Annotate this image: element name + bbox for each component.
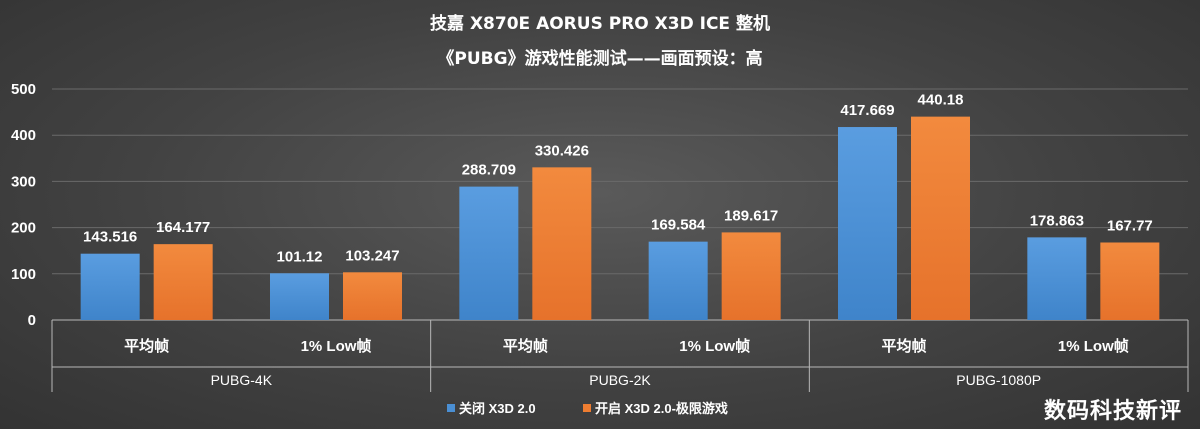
x-axis: 平均帧 1% Low帧 平均帧 1% Low帧 平均帧 1% Low帧 PUBG-4K PUB… <box>51 320 1189 392</box>
data-label: 143.516 <box>83 229 137 246</box>
bars <box>80 116 1160 320</box>
y-axis: 0 100 200 300 400 500 <box>11 81 36 329</box>
data-label: 288.709 <box>462 162 516 179</box>
x-tick-label: 1% Low帧 <box>301 338 372 355</box>
legend-entry: 开启 X3D 2.0-极限游戏 <box>595 401 728 416</box>
x-tick-label: 平均帧 <box>503 337 548 355</box>
data-labels: 143.516 101.12 288.709 169.584 417.669 178.86… <box>83 92 1153 266</box>
y-tick-label: 300 <box>11 173 36 190</box>
bar <box>459 186 519 320</box>
legend-swatch <box>583 404 591 412</box>
x-tick-label: 平均帧 <box>881 337 926 355</box>
data-label: 417.669 <box>840 102 894 119</box>
group-label: PUBG-1080P <box>956 372 1041 388</box>
data-label: 169.584 <box>651 217 706 234</box>
data-label: 167.77 <box>1107 217 1153 234</box>
data-label: 189.617 <box>724 207 778 224</box>
y-tick-label: 200 <box>11 220 36 237</box>
bar <box>838 127 897 320</box>
bar <box>721 232 781 320</box>
data-label: 164.177 <box>156 219 210 236</box>
legend-swatch <box>447 404 455 412</box>
chart-subtitle: 《PUBG》游戏性能测试——画面预设：高 <box>437 48 762 69</box>
data-label: 330.426 <box>535 142 589 159</box>
y-tick-label: 400 <box>11 127 36 144</box>
data-label: 440.18 <box>918 92 964 109</box>
legend: 关闭 X3D 2.0 开启 X3D 2.0-极限游戏 <box>447 401 728 416</box>
data-label: 101.12 <box>277 248 323 265</box>
bar <box>648 241 708 320</box>
x-tick-label: 1% Low帧 <box>679 338 750 355</box>
y-tick-label: 500 <box>11 81 36 98</box>
bar <box>1100 242 1160 320</box>
group-label: PUBG-2K <box>589 372 651 388</box>
data-label: 178.863 <box>1030 212 1084 229</box>
gridlines <box>52 88 1188 321</box>
watermark: 数码科技新评 <box>1043 399 1182 424</box>
bar <box>343 272 402 320</box>
bar <box>80 253 140 320</box>
bar <box>270 273 329 320</box>
bar <box>153 244 213 320</box>
group-label: PUBG-4K <box>211 372 273 388</box>
chart-title: 技嘉 X870E AORUS PRO X3D ICE 整机 <box>430 13 770 34</box>
data-label: 103.247 <box>345 247 399 264</box>
y-tick-label: 0 <box>28 312 36 329</box>
bar <box>911 116 970 320</box>
x-tick-label: 平均帧 <box>124 337 169 355</box>
bar <box>532 167 592 320</box>
x-tick-label: 1% Low帧 <box>1058 338 1129 355</box>
legend-entry: 关闭 X3D 2.0 <box>459 401 536 416</box>
y-tick-label: 100 <box>11 266 36 283</box>
bar <box>1027 237 1087 320</box>
